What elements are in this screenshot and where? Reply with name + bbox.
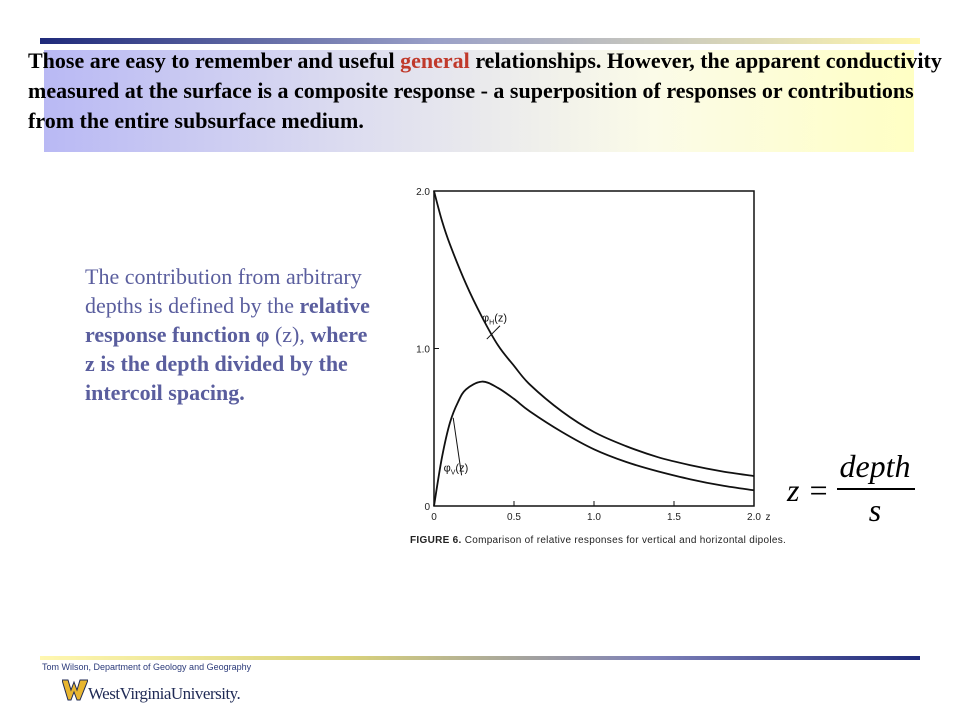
header-banner bbox=[44, 50, 914, 152]
series-line-phi-h bbox=[433, 190, 755, 477]
plot-frame bbox=[433, 190, 755, 507]
x-tick-label: 0.5 bbox=[507, 512, 521, 523]
chart-ticks: 0 0.5 1.0 1.5 2.0 0 1.0 2.0 z bbox=[416, 187, 770, 523]
x-axis-label: z bbox=[766, 512, 771, 523]
chart-labels: φH(z) φV(z) bbox=[444, 313, 507, 477]
curve-label-leader bbox=[486, 325, 501, 340]
depth-equation: z = depth s bbox=[783, 448, 933, 538]
equation-denominator: s bbox=[868, 492, 882, 528]
wv-logo-icon bbox=[62, 679, 88, 701]
fraction-bar bbox=[837, 488, 915, 490]
y-tick-label: 2.0 bbox=[416, 187, 430, 198]
curve-label-phi-v: φV(z) bbox=[444, 462, 469, 476]
response-chart: 0 0.5 1.0 1.5 2.0 0 1.0 2.0 z φH(z) φV(z) bbox=[416, 187, 770, 523]
footer-credit: Tom Wilson, Department of Geology and Ge… bbox=[42, 662, 252, 672]
phi-symbol: φ bbox=[255, 322, 270, 347]
x-tick-label: 1.0 bbox=[587, 512, 601, 523]
curve-label-leader bbox=[452, 417, 463, 476]
x-tick-label: 2.0 bbox=[747, 512, 761, 523]
header-highlight: general bbox=[400, 48, 470, 73]
series-line-phi-v bbox=[433, 380, 755, 507]
top-rule bbox=[40, 38, 920, 44]
bottom-rule bbox=[40, 656, 920, 660]
chart-axes bbox=[433, 190, 755, 507]
header-text: Those are easy to remember and useful ge… bbox=[28, 48, 942, 133]
body-text: The contribution from arbitrary depths i… bbox=[85, 264, 370, 405]
figure-caption: FIGURE 6. Comparison of relative respons… bbox=[410, 535, 787, 546]
y-tick-label: 1.0 bbox=[416, 345, 430, 356]
curve-label-phi-h: φH(z) bbox=[482, 313, 507, 327]
x-tick-label: 1.5 bbox=[667, 512, 681, 523]
y-tick-label: 0 bbox=[424, 502, 430, 513]
equation-lhs: z = bbox=[787, 472, 830, 508]
university-name: WestVirginiaUniversity. bbox=[88, 684, 241, 703]
chart-series bbox=[433, 190, 755, 507]
x-tick-label: 0 bbox=[431, 512, 437, 523]
equation-numerator: depth bbox=[839, 448, 911, 484]
